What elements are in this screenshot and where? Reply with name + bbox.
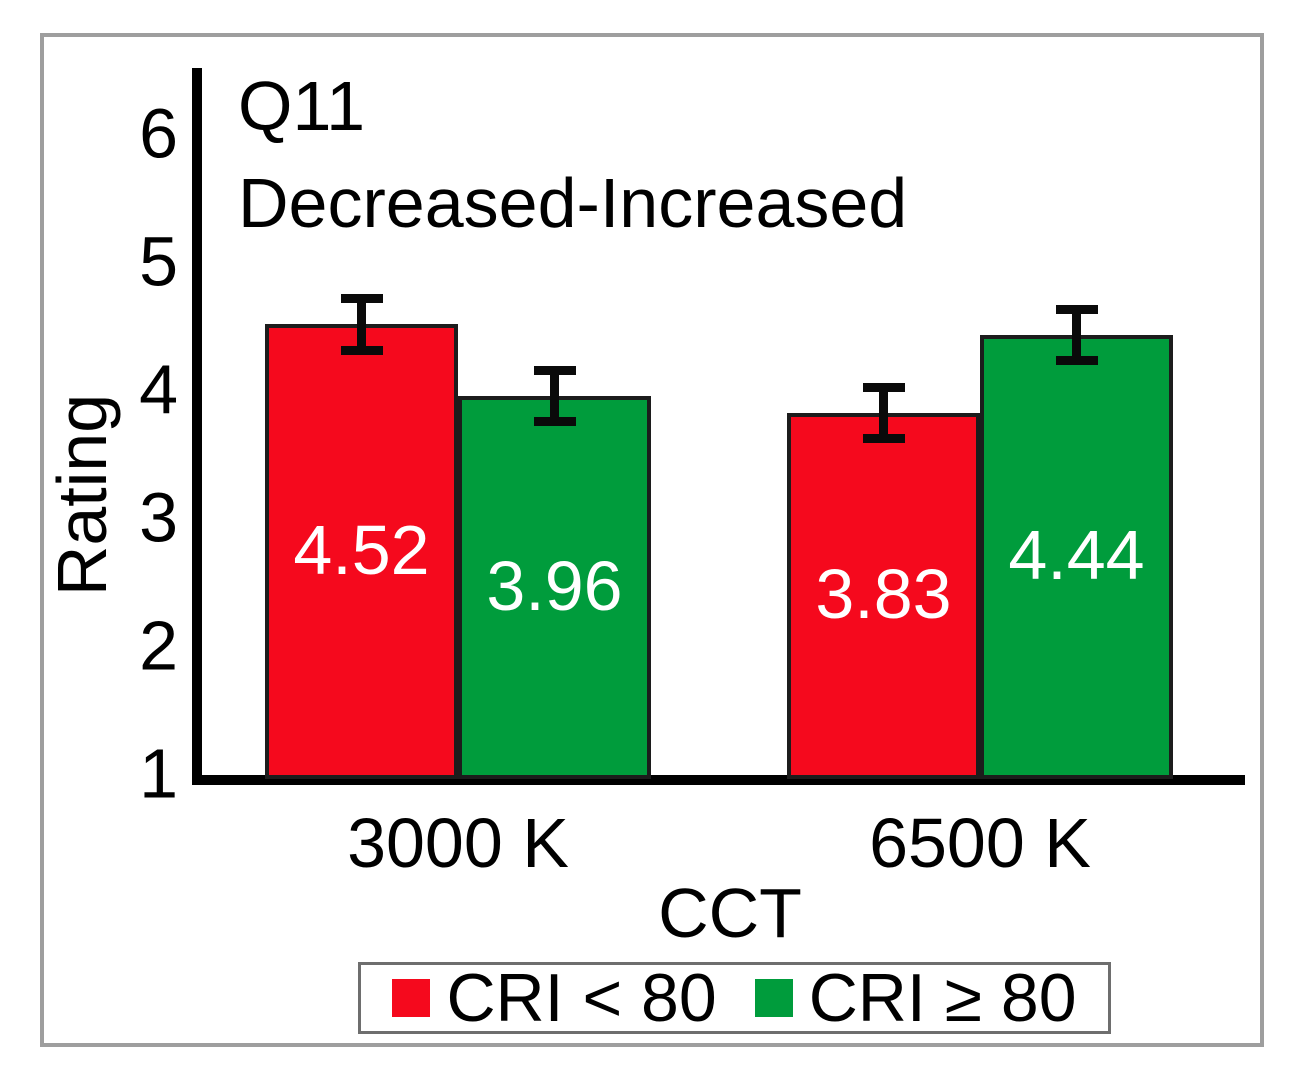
y-tick-label: 4 <box>139 350 178 429</box>
y-tick-label: 1 <box>139 734 178 813</box>
y-tick-label: 5 <box>139 222 178 301</box>
legend-label: CRI ≥ 80 <box>808 960 1077 1036</box>
x-category-label: 3000 K <box>347 804 569 882</box>
y-tick-label: 3 <box>139 478 178 557</box>
legend-item: CRI ≥ 80 <box>754 959 1077 1037</box>
error-bar-bottom-cap <box>1055 355 1098 365</box>
plot-title-line2: Decreased-Increased <box>238 164 908 242</box>
bar <box>787 412 980 779</box>
bar <box>980 334 1173 779</box>
error-bar-bottom-cap <box>533 417 576 427</box>
error-bar <box>357 298 366 351</box>
bar <box>265 324 458 779</box>
y-tick-label: 6 <box>139 94 178 173</box>
plot-title-line1: Q11 <box>238 67 366 145</box>
x-axis-title: CCT <box>658 874 802 952</box>
error-bar-top-cap <box>533 366 576 376</box>
error-bar <box>550 370 559 422</box>
error-bar-top-cap <box>862 382 905 392</box>
legend: CRI < 80 CRI ≥ 80 <box>358 959 1111 1037</box>
legend-item: CRI < 80 <box>392 959 717 1037</box>
bar-value-label: 4.52 <box>293 510 430 589</box>
bar-value-label: 3.96 <box>486 546 623 625</box>
x-axis-line <box>192 775 1245 785</box>
legend-label: CRI < 80 <box>446 960 717 1036</box>
bar <box>458 396 651 779</box>
bar-value-label: 3.83 <box>815 554 952 633</box>
legend-swatch <box>754 979 793 1017</box>
bar-value-label: 4.44 <box>1008 515 1145 594</box>
error-bar-bottom-cap <box>340 345 383 355</box>
error-bar <box>879 387 888 439</box>
x-category-label: 6500 K <box>869 804 1091 882</box>
y-axis-line <box>192 68 202 785</box>
error-bar-top-cap <box>1055 304 1098 314</box>
plot-title: Q11 Decreased-Increased <box>238 58 907 252</box>
legend-swatch <box>392 979 431 1017</box>
error-bar-bottom-cap <box>862 433 905 443</box>
error-bar-top-cap <box>340 294 383 304</box>
y-tick-label: 2 <box>139 606 178 685</box>
error-bar <box>1072 309 1081 361</box>
